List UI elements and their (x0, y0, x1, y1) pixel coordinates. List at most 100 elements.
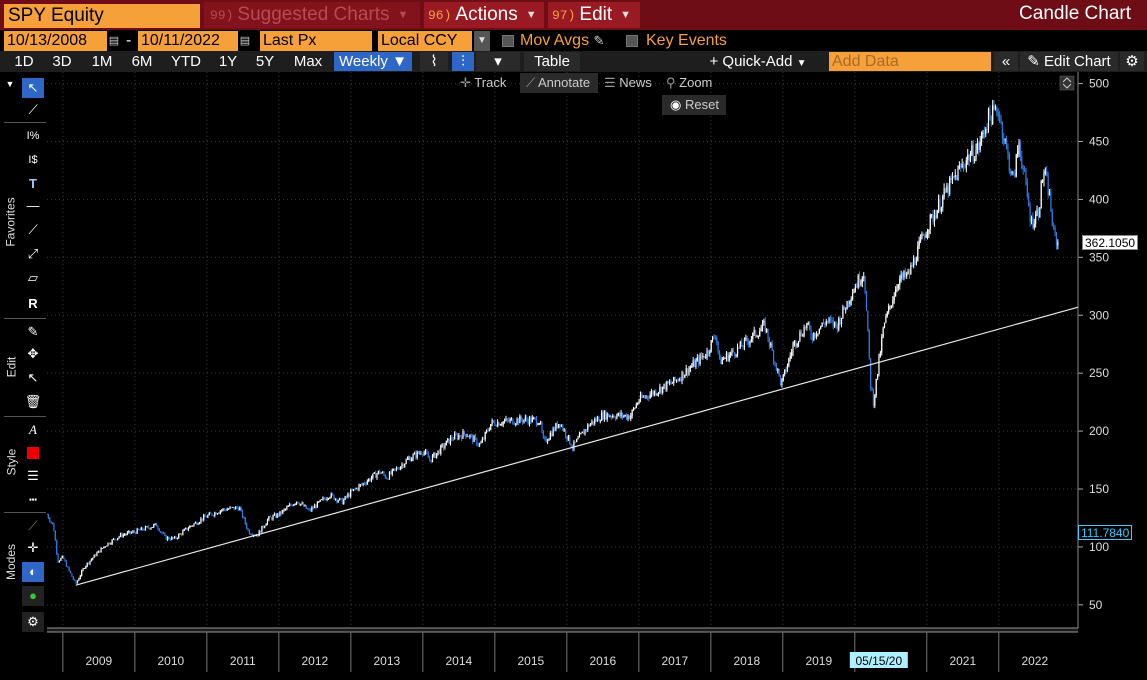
candle-body (1022, 168, 1024, 170)
channel-icon[interactable]: ▱ (28, 270, 38, 285)
candle-body (404, 463, 406, 467)
ray-line-icon[interactable]: ⤢ (27, 246, 39, 261)
edit-chart-button[interactable]: ✎ Edit Chart (1020, 52, 1118, 71)
color-picker-icon[interactable] (22, 442, 44, 462)
end-date-input[interactable]: 10/11/2022 (138, 31, 238, 51)
line-style-icon[interactable]: ┅ (29, 492, 37, 507)
candle-body (610, 416, 612, 418)
candle-body (865, 292, 868, 311)
period-6m-button[interactable]: 6M (131, 53, 153, 70)
candle-body (824, 323, 826, 325)
candle-body (843, 306, 845, 310)
percent-change-icon[interactable]: I% (26, 130, 40, 142)
text-tool-icon[interactable]: T (29, 176, 37, 191)
horizontal-line-icon[interactable]: — (26, 198, 40, 213)
period-1y-button[interactable]: 1Y (218, 53, 238, 70)
candle-body (135, 532, 137, 534)
candle-body (577, 437, 579, 440)
period-1m-button[interactable]: 1M (91, 53, 113, 70)
period-3d-button[interactable]: 3D (52, 53, 72, 70)
candle-body (753, 329, 755, 333)
quick-add-button[interactable]: + Quick-Add ▼ (702, 52, 814, 71)
collapse-toolbar-icon[interactable]: ▼ (5, 79, 15, 89)
move-icon[interactable]: ✥ (27, 346, 39, 361)
track-button[interactable]: ✛ Track (454, 73, 518, 93)
chart-area[interactable]: 50 100 150 200 250 300 350 400 450 500 2009 2010 20… (46, 72, 1147, 680)
mov-avgs-checkbox[interactable] (502, 35, 514, 47)
line-chart-icon[interactable]: ⌇ (420, 52, 448, 71)
calendar-icon[interactable]: ▤ (108, 35, 120, 47)
annotate-button[interactable]: ⟋ Annotate (520, 73, 598, 93)
candle-body (940, 207, 942, 212)
candle-body (237, 507, 239, 511)
period-5y-button[interactable]: 5Y (255, 53, 275, 70)
select-icon[interactable]: ↖ (27, 370, 39, 385)
reset-button[interactable]: ◉ Reset (662, 95, 726, 115)
snap-icon[interactable]: ⟋ (28, 518, 38, 533)
magnet-icon[interactable]: ◐ (22, 562, 44, 582)
candle-body (767, 329, 769, 340)
candle-body (951, 176, 954, 180)
candle-body (613, 416, 615, 418)
add-data-input[interactable]: Add Data (829, 52, 991, 71)
candle-body (362, 483, 364, 485)
candle-body (513, 424, 515, 426)
trend-line[interactable] (75, 306, 1079, 586)
collapse-left-icon[interactable]: « (994, 52, 1018, 71)
candle-body (115, 539, 117, 541)
candle-body (479, 443, 481, 446)
gear-icon[interactable]: ⚙ (22, 612, 44, 632)
actions-menu[interactable]: 96) Actions ▼ (424, 2, 544, 28)
pencil-icon[interactable]: ✎ (27, 324, 39, 339)
candle-body (588, 424, 590, 427)
dollar-change-icon[interactable]: I$ (28, 154, 38, 166)
candle-body (114, 538, 116, 540)
draw-line-icon[interactable]: ⟋ (28, 102, 38, 117)
chart-style-dropdown[interactable]: ▾ (476, 52, 520, 71)
gear-icon[interactable]: ⚙ (1120, 52, 1144, 71)
candle-body (817, 333, 819, 335)
mov-avgs-label[interactable]: Mov Avgs ✎ (520, 31, 604, 51)
suggested-charts-menu[interactable]: 99) Suggested Charts ▼ (204, 2, 420, 28)
trend-line-icon[interactable]: ⟋ (28, 222, 38, 237)
key-events-label[interactable]: Key Events (646, 32, 727, 49)
candle-body (366, 481, 368, 485)
edit-menu[interactable]: 97) Edit ▼ (548, 2, 640, 28)
pointer-icon[interactable]: ↖ (22, 78, 44, 98)
font-style-icon[interactable]: A (29, 422, 37, 437)
candle-chart-icon[interactable]: ⫶ (452, 52, 474, 71)
pencil-icon[interactable]: ✎ (593, 33, 605, 48)
crosshair-icon[interactable]: ✛ (27, 540, 39, 555)
period-1d-button[interactable]: 1D (14, 53, 34, 70)
candle-body (251, 534, 253, 536)
candle-body (752, 332, 754, 339)
candle-body (472, 435, 474, 442)
period-ytd-button[interactable]: YTD (171, 53, 201, 70)
scroll-buttons-icon[interactable] (1059, 75, 1075, 91)
candle-body (1048, 191, 1051, 196)
news-button[interactable]: ☰ News (604, 73, 662, 93)
trash-icon[interactable]: 🗑 (24, 394, 42, 409)
x-tick-label: 2013 (373, 654, 400, 668)
scroll-track[interactable] (47, 628, 1078, 632)
start-date-input[interactable]: 10/13/2008 (4, 31, 107, 51)
candle-body (799, 332, 801, 341)
line-weight-icon[interactable]: ☰ (27, 468, 39, 483)
key-events-checkbox[interactable] (626, 35, 638, 47)
palette-icon[interactable]: ● (22, 586, 44, 606)
price-type-select[interactable]: Last Px (260, 31, 372, 51)
candle-body (194, 522, 196, 524)
table-button[interactable]: Table (524, 52, 580, 71)
ticker-input[interactable]: SPY Equity (4, 4, 200, 28)
currency-select[interactable]: Local CCY (378, 31, 472, 51)
chevron-down-icon[interactable]: ▼ (474, 31, 490, 51)
candle-body (878, 356, 880, 375)
period-max-button[interactable]: Max (293, 53, 323, 70)
candle-body (185, 527, 187, 530)
candle-body (350, 490, 352, 497)
zoom-button[interactable]: ⚲ Zoom (666, 73, 726, 93)
frequency-select[interactable]: Weekly ▼ (334, 52, 412, 71)
retracement-icon[interactable]: R (28, 296, 38, 311)
calendar-icon[interactable]: ▤ (239, 35, 251, 47)
